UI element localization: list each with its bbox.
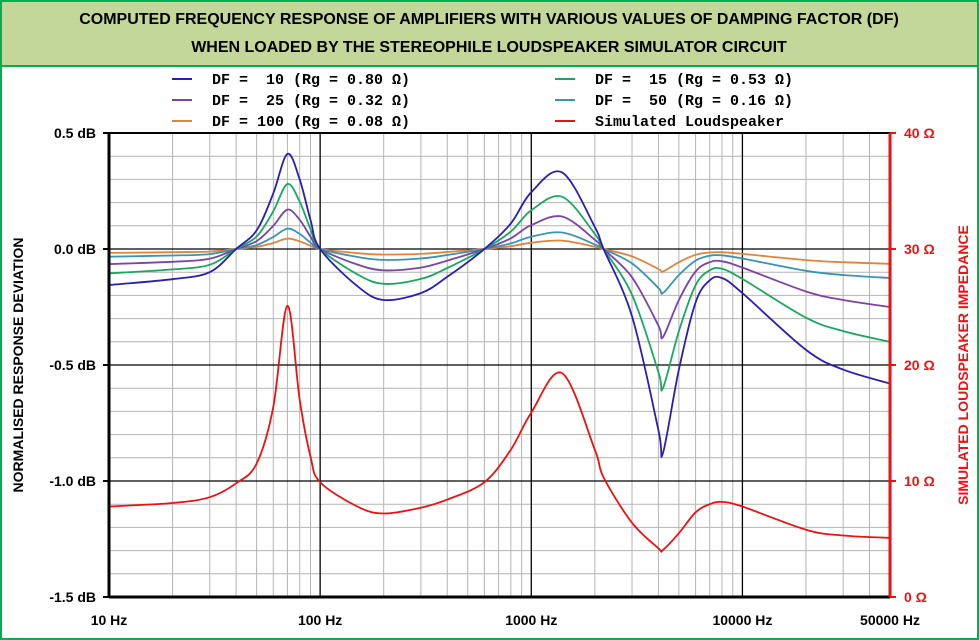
- legend: DF = 10 (Rg = 0.80 Ω) DF = 15 (Rg = 0.53 …: [172, 72, 793, 131]
- y-axis-title: NORMALISED RESPONSE DEVIATION: [10, 238, 26, 493]
- y2-tick-label: 0 Ω: [904, 589, 927, 605]
- y-tick-label: -1.0 dB: [49, 473, 96, 489]
- series-line-1: [108, 183, 891, 392]
- y2-tick-label: 10 Ω: [904, 473, 935, 489]
- x-tick-label: 10 Hz: [91, 612, 128, 628]
- x-tick-label: 100 Hz: [298, 612, 342, 628]
- y2-tick-label: 20 Ω: [904, 357, 935, 373]
- y-tick-label: 0.5 dB: [54, 125, 96, 141]
- y-tick-label: -1.5 dB: [49, 589, 96, 605]
- y2-tick-label: 30 Ω: [904, 241, 935, 257]
- legend-label: DF = 100 (Rg = 0.08 Ω): [212, 114, 410, 131]
- x-tick-label: 1000 Hz: [505, 612, 557, 628]
- legend-item: DF = 50 (Rg = 0.16 Ω): [555, 93, 793, 110]
- y2-tick-label: 40 Ω: [904, 125, 935, 141]
- legend-label: DF = 15 (Rg = 0.53 Ω): [595, 72, 793, 89]
- grid: [109, 132, 891, 597]
- x-tick-label: 50000 Hz: [860, 612, 920, 628]
- chart-title-line-1: COMPUTED FREQUENCY RESPONSE OF AMPLIFIER…: [79, 11, 899, 28]
- legend-item: DF = 10 (Rg = 0.80 Ω): [172, 72, 410, 89]
- series-lines: [108, 152, 891, 553]
- series-line-0: [108, 152, 891, 458]
- x-tick-label: 10000 Hz: [712, 612, 772, 628]
- series-line-5: [108, 304, 891, 553]
- series-line-3: [108, 227, 891, 295]
- legend-label: DF = 25 (Rg = 0.32 Ω): [212, 93, 410, 110]
- legend-item: Simulated Loudspeaker: [555, 114, 784, 131]
- legend-item: DF = 15 (Rg = 0.53 Ω): [555, 72, 793, 89]
- axes: 0.5 dB 0.0 dB -0.5 dB -1.0 dB -1.5 dB 40 Ω 30 …: [49, 125, 934, 628]
- series-line-4: [108, 237, 891, 273]
- legend-item: DF = 25 (Rg = 0.32 Ω): [172, 93, 410, 110]
- y-tick-label: 0.0 dB: [54, 241, 96, 257]
- legend-label: DF = 10 (Rg = 0.80 Ω): [212, 72, 410, 89]
- legend-label: DF = 50 (Rg = 0.16 Ω): [595, 93, 793, 110]
- series-line-2: [108, 208, 891, 340]
- title-band: [2, 2, 977, 66]
- chart-title-line-2: WHEN LOADED BY THE STEREOPHILE LOUDSPEAK…: [191, 39, 787, 56]
- y2-axis-title: SIMULATED LOUDSPEAKER IMPEDANCE: [955, 225, 971, 505]
- legend-item: DF = 100 (Rg = 0.08 Ω): [172, 114, 410, 131]
- y-tick-label: -0.5 dB: [49, 357, 96, 373]
- legend-label: Simulated Loudspeaker: [595, 114, 784, 131]
